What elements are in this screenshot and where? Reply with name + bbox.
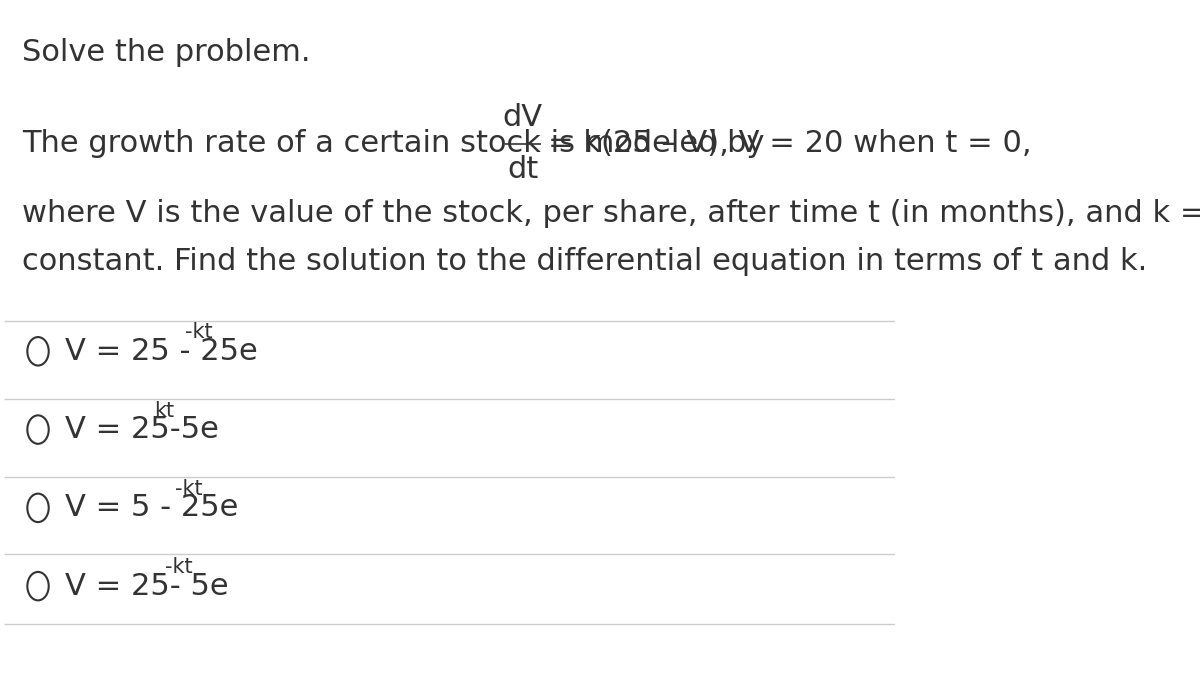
Text: constant. Find the solution to the differential equation in terms of t and k.: constant. Find the solution to the diffe… bbox=[22, 247, 1147, 276]
Text: dt: dt bbox=[508, 155, 539, 184]
Text: V = 25- 5e: V = 25- 5e bbox=[65, 572, 228, 601]
Text: V = 5 - 25e: V = 5 - 25e bbox=[65, 493, 238, 522]
Text: Solve the problem.: Solve the problem. bbox=[22, 38, 311, 68]
Text: -kt: -kt bbox=[174, 479, 202, 499]
Text: where V is the value of the stock, per share, after time t (in months), and k = : where V is the value of the stock, per s… bbox=[22, 199, 1200, 228]
Text: V = 25-5e: V = 25-5e bbox=[65, 415, 218, 444]
Text: dV: dV bbox=[503, 103, 542, 132]
Text: = k(25 – V), V = 20 when t = 0,: = k(25 – V), V = 20 when t = 0, bbox=[547, 130, 1031, 158]
Text: kt: kt bbox=[155, 400, 175, 420]
Text: The growth rate of a certain stock is modeled by: The growth rate of a certain stock is mo… bbox=[22, 130, 764, 158]
Text: -kt: -kt bbox=[164, 557, 192, 577]
Text: -kt: -kt bbox=[185, 322, 212, 342]
Text: V = 25 - 25e: V = 25 - 25e bbox=[65, 337, 258, 366]
